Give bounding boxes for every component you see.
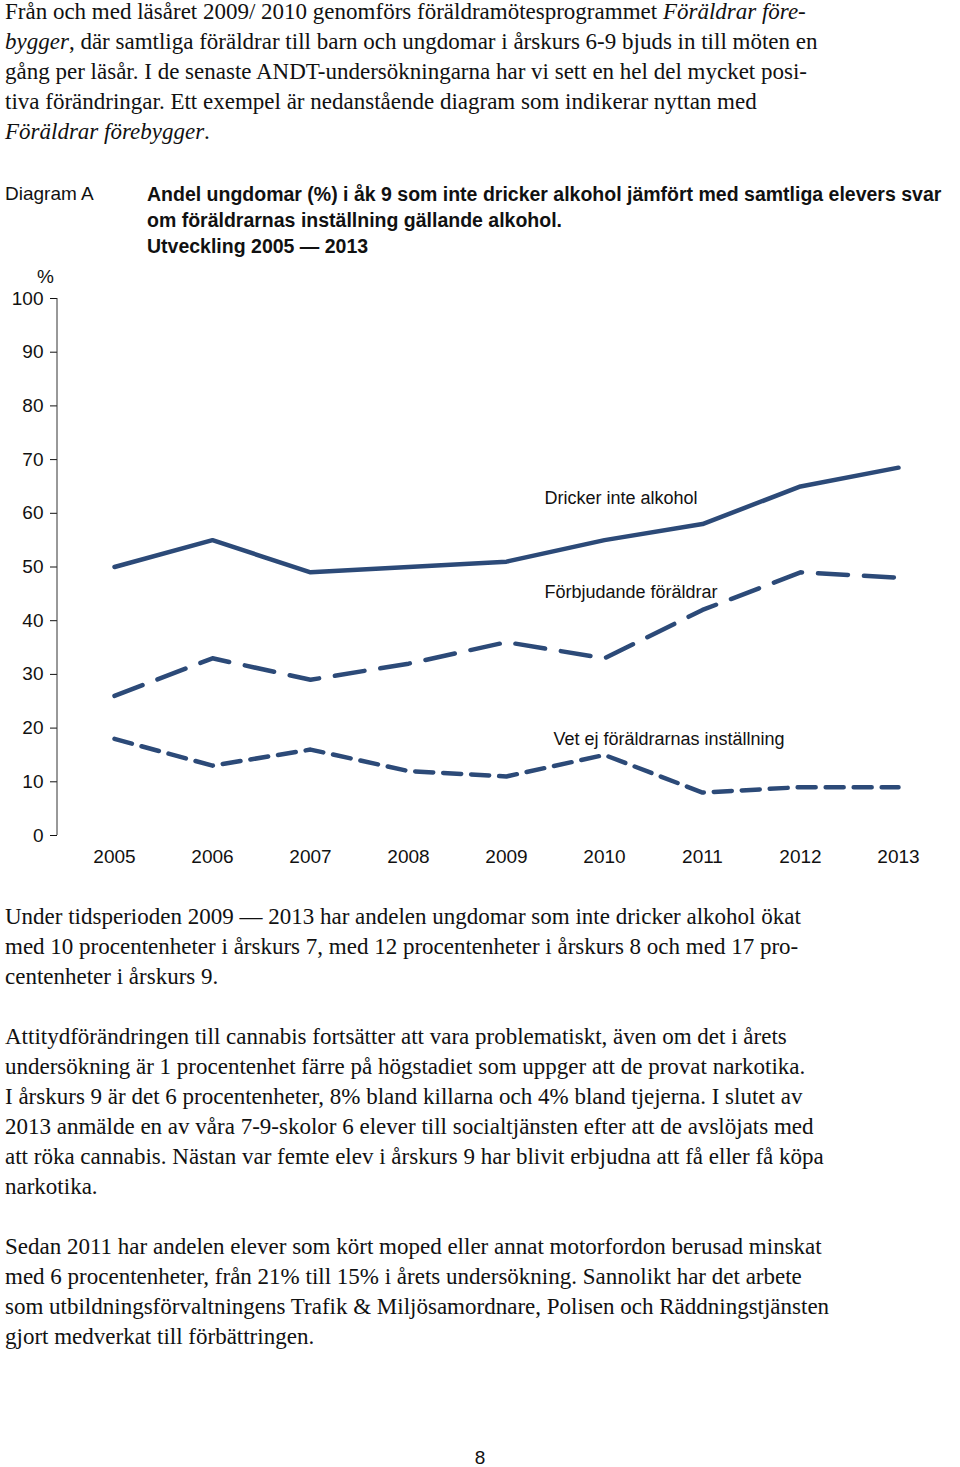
svg-text:90: 90 — [22, 341, 43, 362]
html-text:8: 8 — [474, 1447, 486, 1467]
svg-text:Förbjudande föräldrar: Förbjudande föräldrar — [545, 582, 718, 602]
html-text:Under tidsperioden 2009 — 2013: Under tidsperioden 2009 — 2013 har andel… — [5, 904, 801, 929]
svg-text:2005: 2005 — [93, 846, 135, 867]
html-text:tiva förändringar. Ett exempel: tiva förändringar. Ett exempel är nedans… — [5, 89, 757, 114]
html-text:Från och med läsåret 2009/ 201: Från och med läsåret 2009/ 2010 genomför… — [5, 0, 806, 24]
svg-text:50: 50 — [22, 556, 43, 577]
html-text:Föräldrar förebygger.: Föräldrar förebygger. — [5, 119, 210, 144]
svg-text:100: 100 — [12, 288, 44, 309]
svg-text:2010: 2010 — [583, 846, 625, 867]
html-text:som utbildningsförvaltningens: som utbildningsförvaltningens Trafik & M… — [5, 1294, 830, 1319]
html-text:I årskurs 9 är det 6 procenten: I årskurs 9 är det 6 procentenheter, 8% … — [5, 1084, 803, 1109]
html-text:bygger, där samtliga föräldrar: bygger, där samtliga föräldrar till barn… — [5, 29, 818, 54]
svg-text:Dricker inte alkohol: Dricker inte alkohol — [545, 488, 698, 508]
svg-text:40: 40 — [22, 610, 43, 631]
svg-text:60: 60 — [22, 502, 43, 523]
svg-text:2008: 2008 — [387, 846, 429, 867]
svg-text:80: 80 — [22, 395, 43, 416]
svg-text:70: 70 — [22, 449, 43, 470]
svg-text:0: 0 — [33, 825, 44, 846]
svg-text:10: 10 — [22, 771, 43, 792]
html-text:narkotika.: narkotika. — [5, 1174, 98, 1199]
svg-text:30: 30 — [22, 663, 43, 684]
html-text:gång per läsår. I de senaste A: gång per läsår. I de senaste ANDT-unders… — [5, 59, 807, 84]
svg-text:2006: 2006 — [191, 846, 233, 867]
svg-text:2007: 2007 — [289, 846, 331, 867]
html-text:centenheter i årskurs 9.: centenheter i årskurs 9. — [5, 964, 219, 989]
html-text:Diagram A: Diagram A — [5, 183, 94, 204]
html-text:gjort medverkat till förbättri: gjort medverkat till förbättringen. — [5, 1324, 315, 1349]
svg-text:Vet ej föräldrarnas inställnin: Vet ej föräldrarnas inställning — [554, 729, 785, 749]
html-text:Attitydförändringen till canna: Attitydförändringen till cannabis fortsä… — [5, 1024, 787, 1049]
html-text:2013 anmälde en av våra 7-9-sk: 2013 anmälde en av våra 7-9-skolor 6 ele… — [5, 1114, 814, 1139]
html-text:att röka cannabis. Nästan var: att röka cannabis. Nästan var femte elev… — [5, 1144, 824, 1169]
html-text:undersökning är 1 procentenhet: undersökning är 1 procentenhet färre på … — [5, 1054, 806, 1079]
svg-text:20: 20 — [22, 717, 43, 738]
svg-text:2011: 2011 — [682, 846, 723, 867]
svg-text:2013: 2013 — [877, 846, 919, 867]
html-text:Andel ungdomar (%) i åk 9 som: Andel ungdomar (%) i åk 9 som inte drick… — [147, 183, 942, 257]
html-text:med 6 procentenheter, från 21%: med 6 procentenheter, från 21% till 15% … — [5, 1264, 802, 1289]
html-text:med 10 procentenheter i årskur: med 10 procentenheter i årskurs 7, med 1… — [5, 934, 799, 959]
svg-text:2009: 2009 — [485, 846, 527, 867]
html-text:Sedan 2011 har andelen elever: Sedan 2011 har andelen elever som kört m… — [5, 1234, 822, 1259]
svg-text:2012: 2012 — [779, 846, 821, 867]
